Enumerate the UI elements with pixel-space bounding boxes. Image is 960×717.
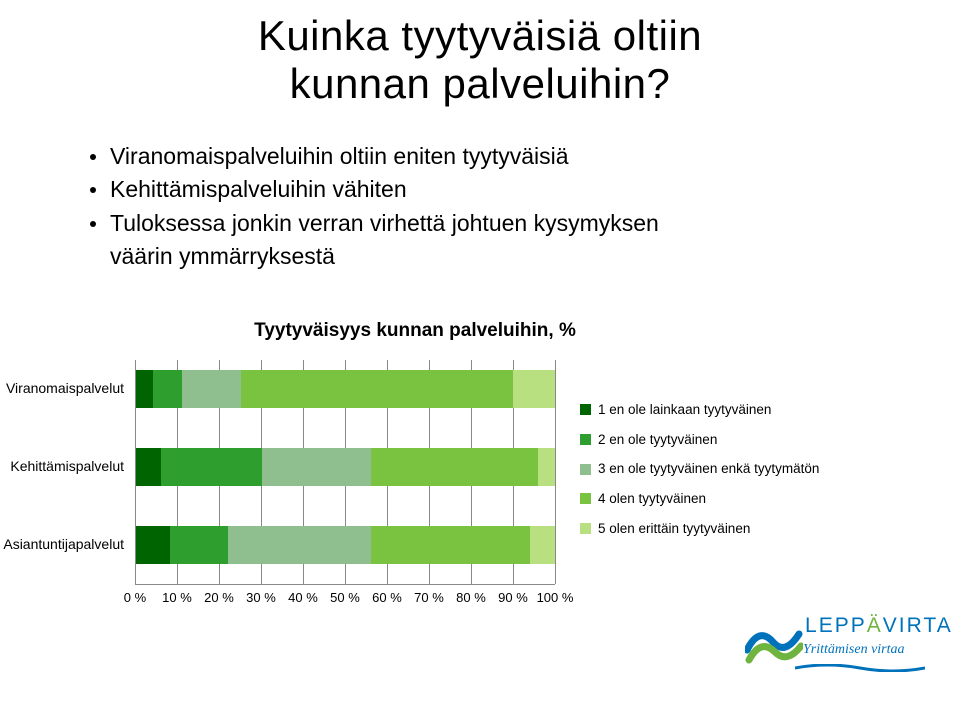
chart-x-ticks: 0 %10 %20 %30 %40 %50 %60 %70 %80 %90 %1… — [135, 590, 555, 610]
x-tick-label: 100 % — [537, 590, 574, 605]
legend-swatch-icon — [580, 404, 591, 415]
chart-bar — [136, 370, 555, 408]
chart-bar-segment — [170, 526, 229, 564]
chart-bar-segment — [161, 448, 262, 486]
brand-letter: R — [907, 614, 924, 637]
legend-item: 4 olen tyytyväinen — [580, 484, 819, 514]
chart-title: Tyytyväisyys kunnan palveluihin, % — [130, 320, 700, 342]
wave-icon — [745, 620, 803, 666]
chart-bar-segment — [262, 448, 371, 486]
bullet-text: Tuloksessa jonkin verran virhettä johtue… — [110, 207, 670, 274]
bullet-dot-icon — [90, 187, 96, 193]
bullet-text: Viranomaispalveluihin oltiin eniten tyyt… — [110, 140, 569, 173]
chart-bar-segment — [136, 526, 170, 564]
chart-plot-area — [135, 360, 555, 585]
bullet-text: Kehittämispalveluihin vähiten — [110, 173, 407, 206]
brand-letter: I — [899, 614, 907, 637]
chart-bar-segment — [371, 526, 530, 564]
legend-item: 2 en ole tyytyväinen — [580, 425, 819, 455]
brand-letter: P — [851, 614, 867, 637]
brand-name: LEPPÄVIRTA — [805, 614, 953, 638]
bullet-list: Viranomaispalveluihin oltiin eniten tyyt… — [90, 140, 670, 273]
chart-bar-segment — [513, 370, 555, 408]
bullet-item: Kehittämispalveluihin vähiten — [90, 173, 670, 206]
x-tick-label: 0 % — [124, 590, 146, 605]
chart-bar-segment — [136, 448, 161, 486]
brand-letter: T — [923, 614, 936, 637]
chart-bar-segment — [241, 370, 513, 408]
chart-bar-segment — [530, 526, 555, 564]
y-label: Asiantuntijapalvelut — [0, 536, 124, 552]
x-tick-label: 60 % — [372, 590, 402, 605]
chart-legend: 1 en ole lainkaan tyytyväinen2 en ole ty… — [580, 395, 819, 543]
chart-bar — [136, 526, 555, 564]
x-tick-label: 40 % — [288, 590, 318, 605]
title-line-1: Kuinka tyytyväisiä oltiin — [258, 12, 702, 59]
underline-icon — [795, 664, 925, 672]
chart-bar-segment — [371, 448, 539, 486]
chart-bar-segment — [182, 370, 241, 408]
x-tick-label: 80 % — [456, 590, 486, 605]
chart-gridline — [555, 360, 556, 584]
y-label: Viranomaispalvelut — [0, 380, 124, 396]
chart-bar-segment — [538, 448, 555, 486]
brand-letter: L — [805, 614, 819, 637]
x-tick-label: 90 % — [498, 590, 528, 605]
legend-label: 3 en ole tyytyväinen enkä tyytymätön — [598, 454, 819, 484]
legend-label: 5 olen erittäin tyytyväinen — [598, 514, 750, 544]
legend-swatch-icon — [580, 493, 591, 504]
brand-letter: Ä — [867, 614, 883, 637]
brand-letter: V — [883, 614, 899, 637]
legend-label: 2 en ole tyytyväinen — [598, 425, 717, 455]
legend-item: 5 olen erittäin tyytyväinen — [580, 514, 819, 544]
x-tick-label: 20 % — [204, 590, 234, 605]
bullet-dot-icon — [90, 154, 96, 160]
brand-tagline: Yrittämisen virtaa — [803, 642, 905, 658]
legend-swatch-icon — [580, 464, 591, 475]
x-tick-label: 70 % — [414, 590, 444, 605]
x-tick-label: 30 % — [246, 590, 276, 605]
legend-swatch-icon — [580, 434, 591, 445]
chart-bar-segment — [153, 370, 182, 408]
brand-letter: A — [937, 614, 953, 637]
legend-label: 4 olen tyytyväinen — [598, 484, 706, 514]
title-line-2: kunnan palveluihin? — [290, 60, 671, 107]
y-label: Kehittämispalvelut — [0, 458, 124, 474]
legend-label: 1 en ole lainkaan tyytyväinen — [598, 395, 771, 425]
brand-letter: E — [819, 614, 835, 637]
x-tick-label: 10 % — [162, 590, 192, 605]
bullet-item: Viranomaispalveluihin oltiin eniten tyyt… — [90, 140, 670, 173]
legend-item: 3 en ole tyytyväinen enkä tyytymätön — [580, 454, 819, 484]
chart-y-labels: Viranomaispalvelut Kehittämispalvelut As… — [0, 360, 130, 585]
x-tick-label: 50 % — [330, 590, 360, 605]
bullet-dot-icon — [90, 221, 96, 227]
chart-bar — [136, 448, 555, 486]
brand-logo: LEPPÄVIRTA Yrittämisen virtaa — [745, 608, 930, 693]
page-title: Kuinka tyytyväisiä oltiin kunnan palvelu… — [0, 12, 960, 109]
chart-bar-segment — [136, 370, 153, 408]
legend-item: 1 en ole lainkaan tyytyväinen — [580, 395, 819, 425]
legend-swatch-icon — [580, 523, 591, 534]
bullet-item: Tuloksessa jonkin verran virhettä johtue… — [90, 207, 670, 274]
brand-letter: P — [835, 614, 851, 637]
chart-bar-segment — [228, 526, 370, 564]
